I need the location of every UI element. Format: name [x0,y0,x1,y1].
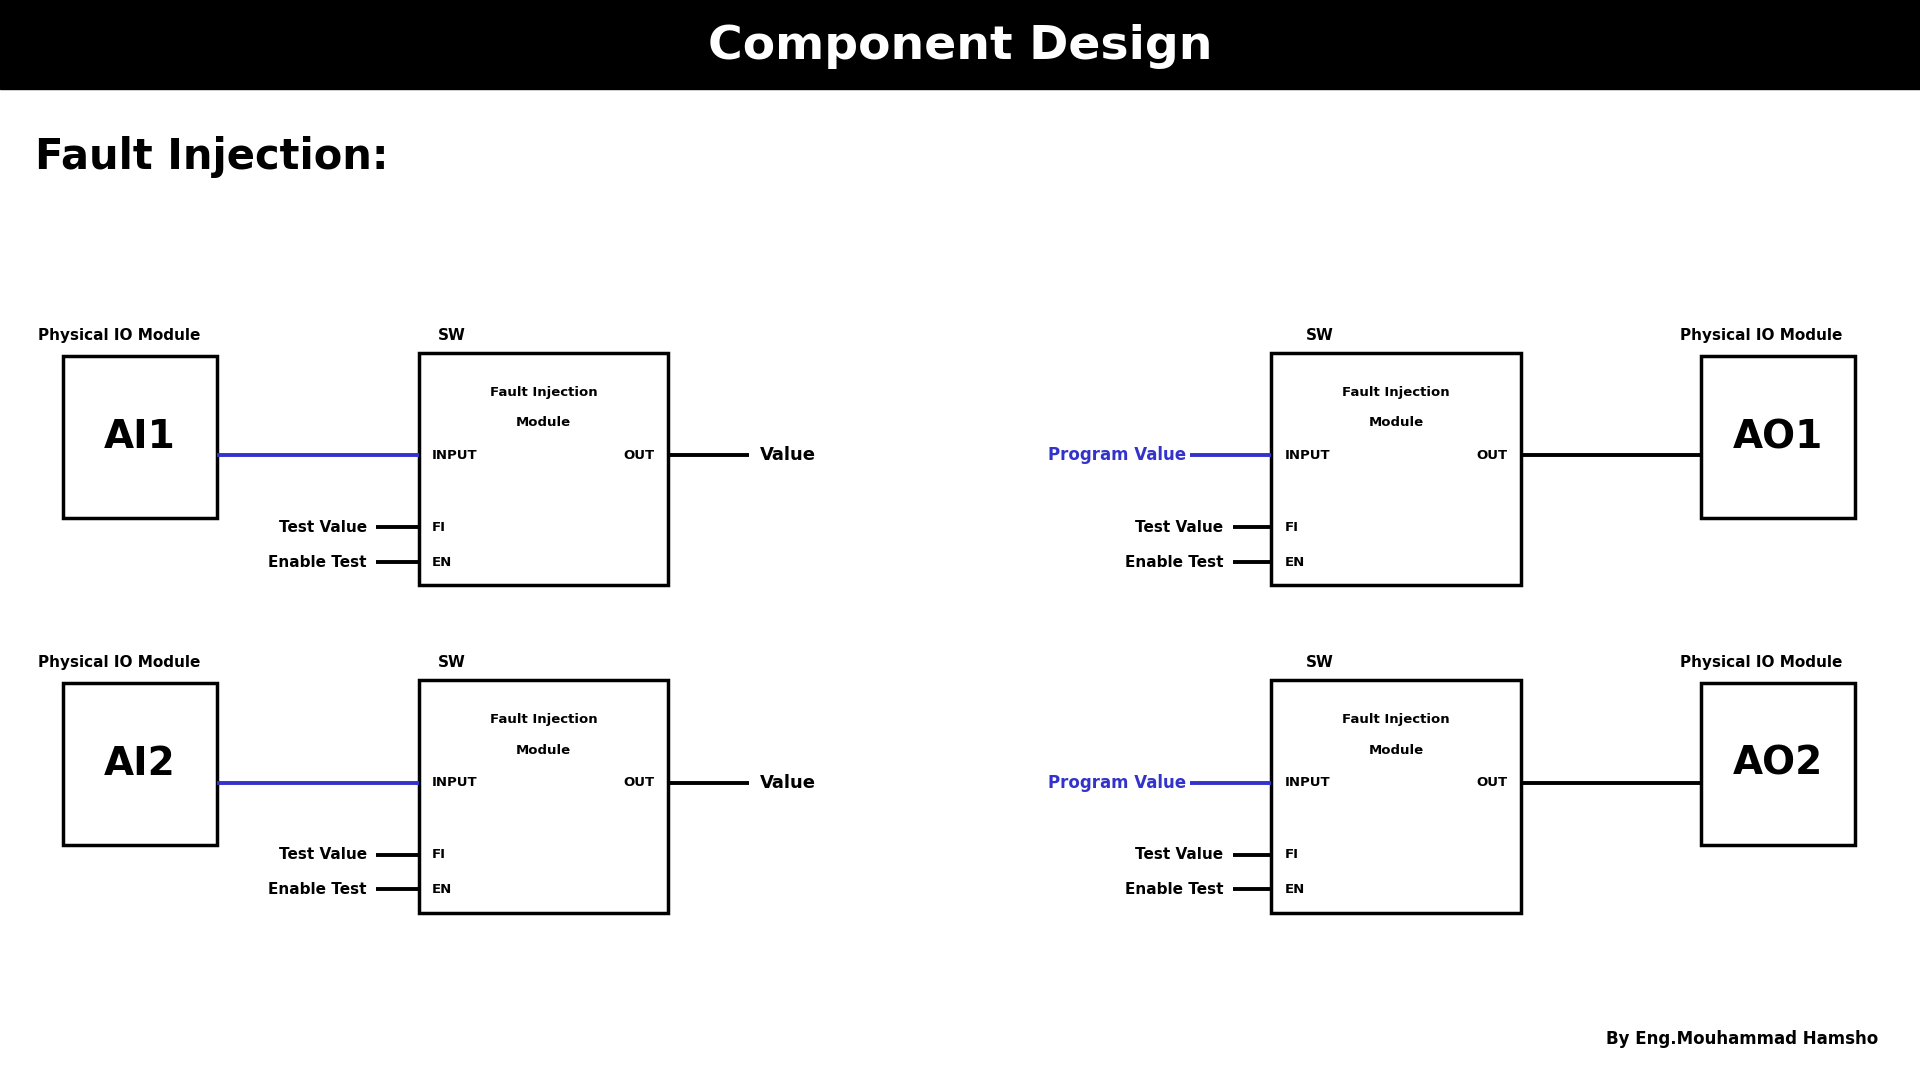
Text: Fault Injection:: Fault Injection: [35,136,388,177]
Text: Value: Value [760,446,816,464]
Text: AI1: AI1 [104,418,177,457]
Text: Fault Injection: Fault Injection [1342,714,1450,727]
Text: Module: Module [516,416,570,430]
Text: EN: EN [1284,555,1306,569]
Text: Physical IO Module: Physical IO Module [38,654,202,670]
Text: INPUT: INPUT [1284,449,1331,462]
Text: Test Value: Test Value [278,519,367,535]
Text: AO2: AO2 [1732,744,1824,783]
Text: EN: EN [432,882,453,896]
Text: INPUT: INPUT [432,449,478,462]
Text: Module: Module [1369,743,1423,757]
Text: Fault Injection: Fault Injection [490,714,597,727]
Text: Enable Test: Enable Test [269,882,367,896]
Text: SW: SW [438,654,467,670]
Text: EN: EN [432,555,453,569]
Text: AO1: AO1 [1732,418,1824,457]
Text: By Eng.Mouhammad Hamsho: By Eng.Mouhammad Hamsho [1605,1030,1878,1048]
Text: OUT: OUT [624,449,655,462]
Text: Fault Injection: Fault Injection [1342,387,1450,400]
Text: Test Value: Test Value [1135,847,1223,862]
Text: Fault Injection: Fault Injection [490,387,597,400]
Text: Program Value: Program Value [1048,446,1187,464]
Text: OUT: OUT [1476,777,1507,789]
Text: OUT: OUT [624,777,655,789]
Text: FI: FI [1284,521,1298,534]
Bar [63,683,217,845]
Bar [63,356,217,518]
Text: SW: SW [1306,328,1334,343]
Text: Enable Test: Enable Test [1125,555,1223,569]
Text: Test Value: Test Value [278,847,367,862]
Text: Module: Module [1369,416,1423,430]
Bar [1701,683,1855,845]
Text: Enable Test: Enable Test [1125,882,1223,896]
Bar [1271,680,1521,913]
Text: SW: SW [438,328,467,343]
Text: FI: FI [432,848,445,861]
Text: INPUT: INPUT [432,777,478,789]
Text: Module: Module [516,743,570,757]
Text: EN: EN [1284,882,1306,896]
Text: SW: SW [1306,654,1334,670]
Text: Enable Test: Enable Test [269,555,367,569]
Text: AI2: AI2 [104,744,177,783]
Text: Physical IO Module: Physical IO Module [38,328,202,343]
Text: FI: FI [1284,848,1298,861]
Bar [0,0,1920,89]
Text: Physical IO Module: Physical IO Module [1680,654,1843,670]
Text: Test Value: Test Value [1135,519,1223,535]
Bar [419,353,668,585]
Text: Program Value: Program Value [1048,773,1187,792]
Text: Component Design: Component Design [708,24,1212,69]
Bar [1701,356,1855,518]
Bar [1271,353,1521,585]
Text: Value: Value [760,773,816,792]
Text: Physical IO Module: Physical IO Module [1680,328,1843,343]
Bar [419,680,668,913]
Text: FI: FI [432,521,445,534]
Text: OUT: OUT [1476,449,1507,462]
Text: INPUT: INPUT [1284,777,1331,789]
